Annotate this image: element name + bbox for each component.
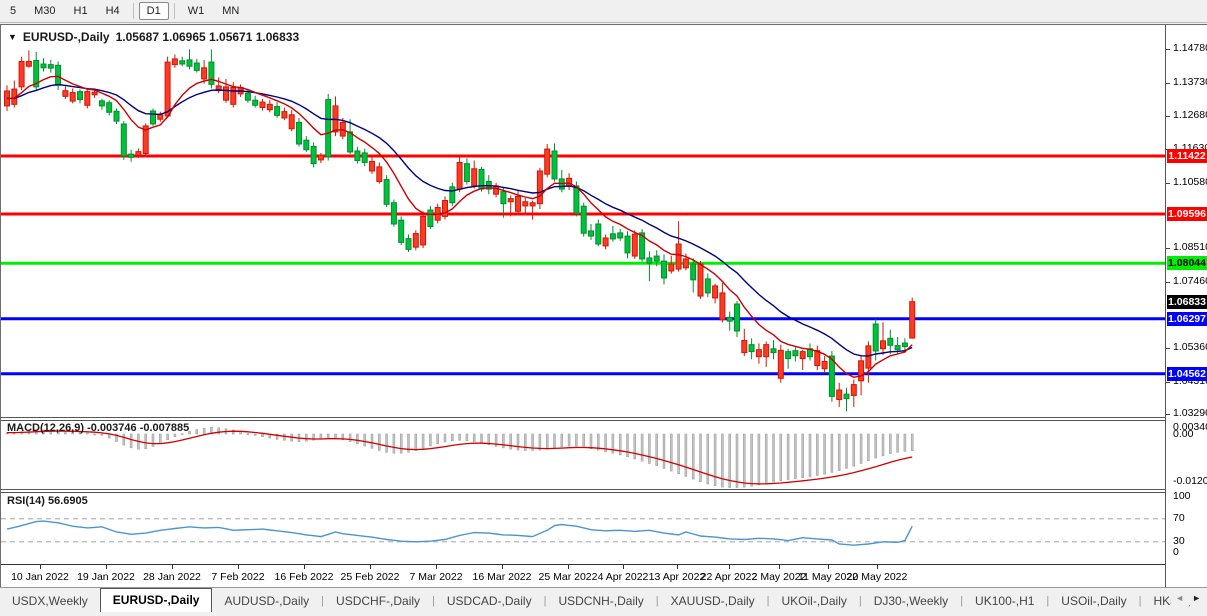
price-tick-label: 1.14780 xyxy=(1173,42,1207,55)
tab-usdcad-daily[interactable]: USDCAD-,Daily xyxy=(446,594,532,608)
price-tick-label: 1.12680 xyxy=(1173,109,1207,122)
macd-axis-max: 0.003408 xyxy=(1173,421,1207,433)
tab-separator: | xyxy=(766,594,770,607)
chart-title-ohlc: 1.05687 1.06965 1.05671 1.06833 xyxy=(115,30,300,44)
tab-separator: | xyxy=(543,594,547,607)
price-tick-mark xyxy=(1166,49,1170,51)
price-tick-mark xyxy=(1166,82,1170,84)
timeframe-button-5[interactable]: 5 xyxy=(10,5,17,17)
date-label: 25 Feb 2022 xyxy=(340,571,400,583)
price-tick-label: 1.13730 xyxy=(1173,75,1207,88)
price-tick-mark xyxy=(1166,414,1170,416)
rsi-label: RSI(14) 56.6905 xyxy=(7,495,88,507)
tab-usdchf-daily[interactable]: USDCHF-,Daily xyxy=(336,594,421,608)
price-tick-label: 1.05360 xyxy=(1173,341,1207,354)
tab-separator: | xyxy=(321,594,325,607)
date-label: 25 Mar 2022 xyxy=(538,571,598,583)
timeframe-button-W1[interactable]: W1 xyxy=(187,5,205,17)
tab-scroll-left-icon[interactable]: ◄ xyxy=(1175,593,1185,603)
date-label: 7 Feb 2022 xyxy=(211,571,265,583)
timeframe-button-D1[interactable]: D1 xyxy=(138,2,169,20)
macd-label: MACD(12,26,9) -0.003746 -0.007885 xyxy=(7,422,190,434)
price-tick-mark xyxy=(1166,182,1170,184)
tab-separator: | xyxy=(1138,594,1142,607)
timeframe-button-H1[interactable]: H1 xyxy=(73,5,88,17)
date-label: 10 Jan 2022 xyxy=(11,571,69,583)
date-label: 4 Apr 2022 xyxy=(597,571,649,583)
tab-usoil-daily[interactable]: USOil-,Daily xyxy=(1061,594,1127,608)
toolbar-separator xyxy=(132,3,134,19)
price-tick-label: 1.03290 xyxy=(1173,407,1207,420)
macd-axis-zero: 0.00 xyxy=(1173,428,1194,440)
price-tick-label: 1.10580 xyxy=(1173,175,1207,188)
price-axis[interactable]: 1.147801.137301.126801.116301.105801.085… xyxy=(1165,25,1207,588)
date-label: 16 Mar 2022 xyxy=(472,571,532,583)
price-badge: 1.06297 xyxy=(1167,311,1207,326)
window-bottom-strip xyxy=(0,612,1207,616)
tab-ukoil-daily[interactable]: UKOil-,Daily xyxy=(781,594,847,608)
date-label: 20 May 2022 xyxy=(846,571,908,583)
timeframe-toolbar: 5 M30 H1 H4 D1 W1 MN xyxy=(0,0,1207,23)
timeframe-button-MN[interactable]: MN xyxy=(222,5,240,17)
price-tick-label: 1.07460 xyxy=(1173,274,1207,287)
date-label: 7 Mar 2022 xyxy=(409,571,463,583)
price-tick-label: 1.08510 xyxy=(1173,241,1207,254)
symbol-tab-bar: USDX,Weekly EURUSD-,Daily AUDUSD-,Daily | US… xyxy=(0,587,1207,613)
price-tick-mark xyxy=(1166,281,1170,283)
symbol-dropdown-icon[interactable]: ▼ xyxy=(8,32,17,42)
tab-audusd-daily[interactable]: AUDUSD-,Daily xyxy=(224,594,310,608)
tab-separator: | xyxy=(960,594,964,607)
rsi-axis-label: 30 xyxy=(1173,534,1185,547)
tab-scroll-arrows: ◄ ► xyxy=(1171,591,1205,605)
macd-axis-min: -0.01205 xyxy=(1173,475,1207,487)
price-tick-mark xyxy=(1166,116,1170,118)
date-label: 13 Apr 2022 xyxy=(648,571,706,583)
tab-usdx-weekly[interactable]: USDX,Weekly xyxy=(12,594,88,608)
price-tick-mark xyxy=(1166,381,1170,383)
tab-usdcnh-daily[interactable]: USDCNH-,Daily xyxy=(558,594,644,608)
rsi-axis-label: 0 xyxy=(1173,546,1179,558)
timeframe-button-M30[interactable]: M30 xyxy=(34,5,56,17)
chart-title-symbol: EURUSD-,Daily xyxy=(22,30,110,44)
date-label: 28 Jan 2022 xyxy=(143,571,201,583)
date-label: 11 May 2022 xyxy=(798,571,858,583)
tab-xauusd-daily[interactable]: XAUUSD-,Daily xyxy=(670,594,755,608)
tab-separator: | xyxy=(655,594,659,607)
date-label: 19 Jan 2022 xyxy=(77,571,135,583)
toolbar-separator xyxy=(173,3,175,19)
tab-dj30-weekly[interactable]: DJ30-,Weekly xyxy=(873,594,949,608)
date-label: 16 Feb 2022 xyxy=(274,571,334,583)
tab-separator: | xyxy=(858,594,862,607)
price-badge: 1.06833 xyxy=(1167,294,1207,309)
tab-scroll-right-icon[interactable]: ► xyxy=(1192,593,1201,603)
chart-title: ▼ EURUSD-,Daily 1.05687 1.06965 1.05671 … xyxy=(8,30,299,44)
price-chart-canvas[interactable] xyxy=(1,25,1165,588)
price-badge: 1.11422 xyxy=(1167,149,1207,163)
price-badge: 1.04562 xyxy=(1167,366,1207,381)
price-tick-mark xyxy=(1166,348,1170,350)
date-label: 22 Apr 2022 xyxy=(700,571,758,583)
rsi-axis-label: 70 xyxy=(1173,511,1185,524)
tab-uk100-h1[interactable]: UK100-,H1 xyxy=(975,594,1035,608)
tab-separator: | xyxy=(432,594,435,607)
price-tick-mark xyxy=(1166,248,1170,250)
timeframe-button-H4[interactable]: H4 xyxy=(105,5,120,17)
tab-separator: | xyxy=(1046,594,1050,607)
tab-eurusd-daily[interactable]: EURUSD-,Daily xyxy=(99,588,213,613)
rsi-axis-label: 100 xyxy=(1173,490,1191,502)
price-badge: 1.08044 xyxy=(1167,256,1207,271)
price-badge: 1.09596 xyxy=(1167,206,1207,221)
chart-window: ▼ EURUSD-,Daily 1.05687 1.06965 1.05671 … xyxy=(0,24,1207,588)
date-label: 2 May 2022 xyxy=(751,571,807,583)
